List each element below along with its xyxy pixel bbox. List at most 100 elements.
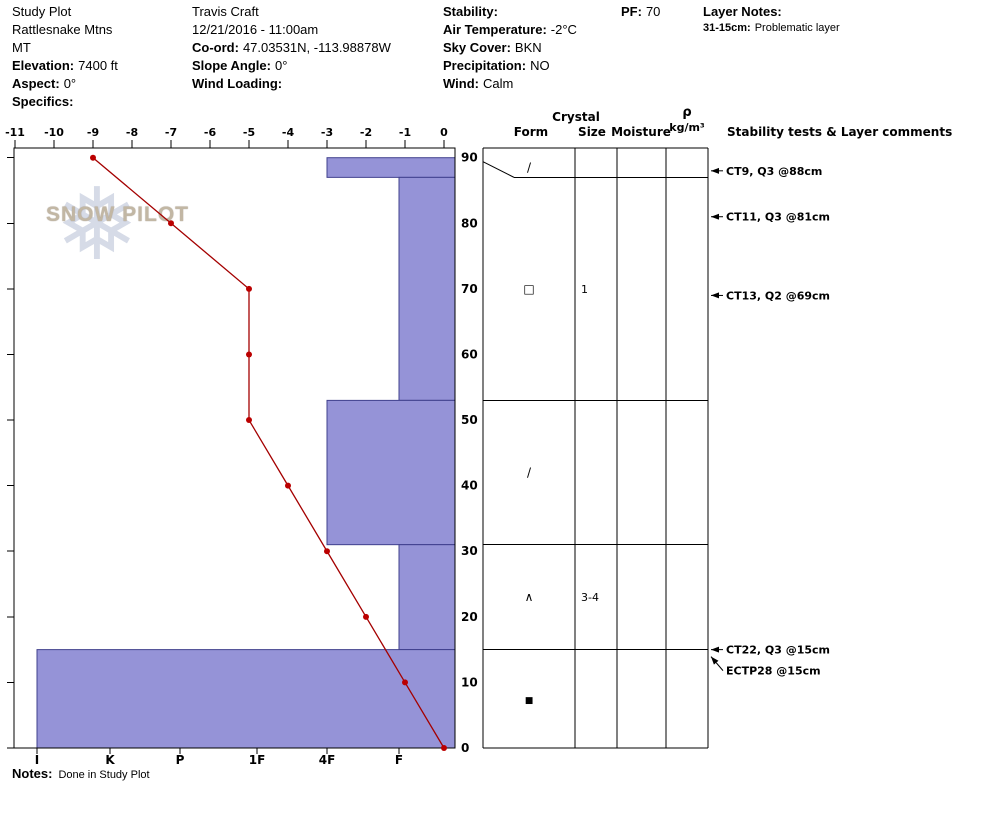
- notes-value: Done in Study Plot: [58, 769, 150, 781]
- temp-axis-tick-label: -5: [243, 126, 255, 139]
- temp-axis-tick-label: -9: [87, 126, 99, 139]
- notes-row: Notes: Done in Study Plot: [12, 766, 150, 781]
- crystal-form-icon: ∧: [525, 590, 534, 604]
- temperature-point: [324, 548, 330, 555]
- depth-axis-label: 80: [461, 216, 478, 230]
- form-header: Form: [514, 125, 548, 139]
- stability-test-label: CT13, Q2 @69cm: [726, 289, 830, 302]
- hardness-axis-label: P: [176, 753, 185, 767]
- depth-axis-label: 60: [461, 347, 478, 361]
- specifics-row: Specifics:: [12, 94, 118, 112]
- depth-axis-label: 20: [461, 610, 478, 624]
- stability-test-label: ECTP28 @15cm: [726, 665, 821, 678]
- site-info-block: Study Plot Rattlesnake Mtns MT Elevation…: [12, 4, 118, 112]
- aspect-label: Aspect:: [12, 76, 60, 91]
- crystal-form-icon: ■: [525, 696, 534, 706]
- slope-angle-label: Slope Angle:: [192, 58, 271, 73]
- hardness-axis-label: 4F: [319, 753, 336, 767]
- sky-cover-value: BKN: [514, 40, 542, 55]
- moisture-header: Moisture: [611, 125, 671, 139]
- temp-axis-tick-label: 0: [440, 126, 448, 139]
- pf-block: PF: 70: [621, 4, 660, 22]
- elevation-row: Elevation: 7400 ft: [12, 58, 118, 76]
- stability-test-label: CT22, Q3 @15cm: [726, 644, 830, 657]
- stability-test-label: CT11, Q3 @81cm: [726, 211, 830, 224]
- site-state: MT: [12, 40, 31, 55]
- temp-axis-tick-label: -4: [282, 126, 295, 139]
- hardness-axis-label: K: [105, 753, 115, 767]
- depth-axis-label: 30: [461, 544, 478, 558]
- pf-row: PF: 70: [621, 4, 660, 22]
- hardness-axis-label: 1F: [249, 753, 266, 767]
- coord-row: Co-ord: 47.03531N, -113.98878W: [192, 40, 391, 58]
- precipitation-row: Precipitation: NO: [443, 58, 577, 76]
- density-units-header: kg/m³: [669, 121, 705, 134]
- observation-datetime: 12/21/2016 - 11:00am: [192, 22, 319, 37]
- hardness-axis-label: I: [35, 753, 39, 767]
- slope-angle-row: Slope Angle: 0°: [192, 58, 391, 76]
- temp-axis-tick-label: -2: [360, 126, 372, 139]
- snowpilot-logo: ❅ SNOW PILOT: [42, 175, 252, 290]
- air-temp-row: Air Temperature: -2°C: [443, 22, 577, 40]
- temp-axis-tick-label: -3: [321, 126, 333, 139]
- temperature-point: [441, 745, 447, 751]
- crystal-form-icon: /: [527, 466, 532, 480]
- temp-axis-tick-label: -7: [165, 126, 177, 139]
- depth-axis-label: 0: [461, 741, 469, 755]
- coord-label: Co-ord:: [192, 40, 239, 55]
- pf-value: 70: [645, 4, 661, 19]
- observer-block: Travis Craft 12/21/2016 - 11:00am Co-ord…: [192, 4, 391, 94]
- wind-row: Wind: Calm: [443, 76, 577, 94]
- site-type: Study Plot: [12, 4, 72, 19]
- temp-axis-tick-label: -6: [204, 126, 217, 139]
- temp-axis-tick-label: -8: [126, 126, 138, 139]
- slope-angle-value: 0°: [274, 58, 288, 73]
- depth-axis-label: 10: [461, 675, 478, 689]
- temp-axis-tick-label: -11: [5, 126, 25, 139]
- elevation-value: 7400 ft: [78, 58, 118, 73]
- temperature-point: [246, 351, 252, 358]
- layer-notes-title: Layer Notes:: [703, 4, 840, 22]
- sky-cover-label: Sky Cover:: [443, 40, 511, 55]
- elevation-label: Elevation:: [12, 58, 75, 73]
- snow-layer-bar: [398, 176, 456, 401]
- air-temp-label: Air Temperature:: [443, 22, 547, 37]
- surface-slope-line: [482, 161, 515, 178]
- temp-axis-tick-label: -1: [399, 126, 411, 139]
- crystal-size-value: 1: [581, 283, 588, 296]
- layer-note-text: Problematic layer: [754, 22, 840, 34]
- crystal-size-value: 3-4: [581, 591, 599, 604]
- hardness-axis-label: F: [395, 753, 403, 767]
- air-temp-value: -2°C: [550, 22, 577, 37]
- stability-label: Stability:: [443, 4, 498, 19]
- crystal-header: Crystal: [552, 110, 600, 124]
- logo-text: SNOW PILOT: [46, 203, 189, 226]
- snow-layer-bar: [326, 157, 456, 178]
- stability-test-label: CT9, Q3 @88cm: [726, 165, 822, 178]
- temperature-point: [285, 482, 291, 489]
- conditions-block: Stability: Air Temperature: -2°C Sky Cove…: [443, 4, 577, 94]
- coord-value: 47.03531N, -113.98878W: [242, 40, 391, 55]
- crystal-form-icon: □: [523, 282, 534, 296]
- density-header: ρ: [682, 105, 691, 120]
- temperature-point: [402, 679, 408, 686]
- snow-layer-bar: [398, 544, 456, 651]
- observer-name: Travis Craft: [192, 4, 259, 19]
- pf-label: PF:: [621, 4, 642, 19]
- temperature-line: [92, 157, 445, 749]
- temperature-point: [168, 220, 174, 227]
- wind-loading-label: Wind Loading:: [192, 76, 283, 91]
- stability-row: Stability:: [443, 4, 577, 22]
- crystal-form-icon: /: [527, 161, 532, 175]
- specifics-label: Specifics:: [12, 94, 74, 109]
- temperature-point: [363, 613, 369, 620]
- snowflake-icon: ❅: [55, 169, 139, 281]
- depth-axis-label: 40: [461, 479, 478, 493]
- wind-loading-row: Wind Loading:: [192, 76, 391, 94]
- layer-notes-block: Layer Notes: 31-15cm: Problematic layer: [703, 4, 840, 40]
- layer-note-depth: 31-15cm:: [703, 22, 751, 34]
- aspect-row: Aspect: 0°: [12, 76, 118, 94]
- sky-cover-row: Sky Cover: BKN: [443, 40, 577, 58]
